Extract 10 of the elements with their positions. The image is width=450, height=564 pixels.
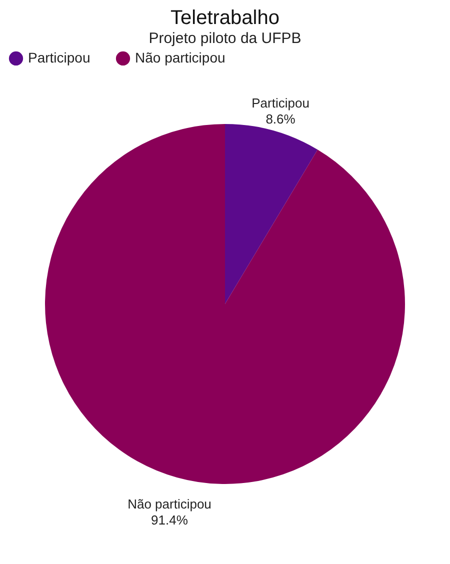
pie-slice [225,124,318,304]
data-label: 91.4% [151,512,188,528]
chart-subtitle: Projeto piloto da UFPB [148,30,302,47]
chart-title: Teletrabalho [170,7,280,29]
legend-label: Participou [28,49,90,66]
slice-label: Participou [252,96,310,111]
data-label: 8.6% [266,112,296,127]
slice-label: Não participou [128,496,212,512]
pie-slice [45,124,405,484]
legend-label: Não participou [135,49,226,66]
